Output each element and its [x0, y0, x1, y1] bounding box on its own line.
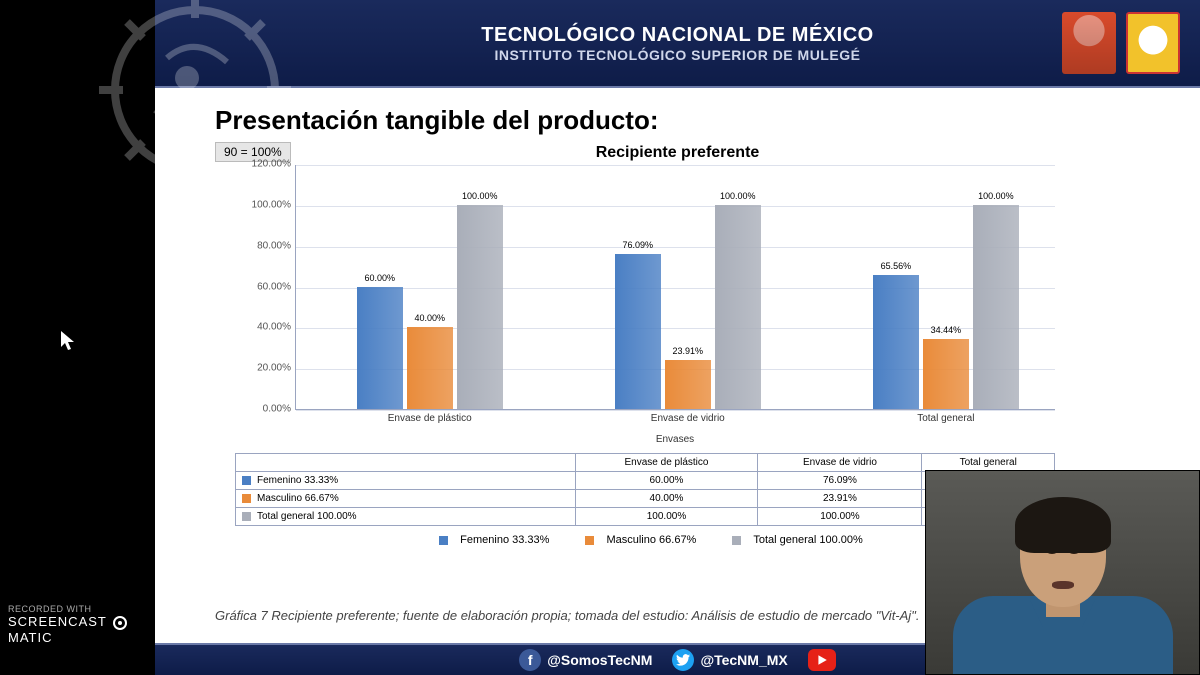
table-header-cell: Envase de vidrio — [758, 454, 922, 472]
table-cell: 100.00% — [575, 508, 758, 526]
header-logos — [1062, 12, 1180, 74]
chart-bar: 34.44% — [923, 339, 969, 409]
bar-value-label: 65.56% — [881, 261, 912, 271]
chart-bar: 76.09% — [615, 254, 661, 409]
category-label: Envase de vidrio — [615, 413, 761, 424]
table-row-label: Total general 100.00% — [236, 508, 576, 526]
chart-bar: 100.00% — [457, 205, 503, 409]
x-axis-title: Envases — [295, 434, 1055, 445]
slide-header: TECNOLÓGICO NACIONAL DE MÉXICO INSTITUTO… — [155, 0, 1200, 88]
presenter-webcam — [925, 470, 1200, 675]
legend-item: Femenino 33.33% — [427, 534, 549, 546]
bar-value-label: 60.00% — [364, 273, 395, 283]
bar-value-label: 34.44% — [931, 325, 962, 335]
y-tick-label: 100.00% — [236, 199, 291, 210]
legend-swatch-icon — [732, 536, 741, 545]
table-cell: 60.00% — [575, 472, 758, 490]
campus-name: INSTITUTO TECNOLÓGICO SUPERIOR DE MULEGÉ — [481, 47, 873, 63]
series-swatch-icon — [242, 512, 251, 521]
logo-shield-1 — [1062, 12, 1116, 74]
chart-bar: 23.91% — [665, 360, 711, 409]
watermark-brand-b: MATIC — [8, 630, 52, 645]
institution-name: TECNOLÓGICO NACIONAL DE MÉXICO — [481, 24, 873, 47]
table-header-cell: Total general — [922, 454, 1055, 472]
chart-bar-group: 76.09%23.91%100.00%Envase de vidrio — [615, 205, 761, 409]
chart-bar: 65.56% — [873, 275, 919, 409]
chart-gridline — [296, 165, 1055, 166]
twitter-handle: @TecNM_MX — [672, 649, 787, 671]
record-dot-icon — [113, 616, 127, 630]
bar-value-label: 76.09% — [623, 240, 654, 250]
table-row-label: Femenino 33.33% — [236, 472, 576, 490]
facebook-icon: f — [519, 649, 541, 671]
table-cell: 23.91% — [758, 490, 922, 508]
chart-bar: 40.00% — [407, 327, 453, 409]
mouse-cursor-icon — [60, 330, 78, 357]
chart-bar: 100.00% — [973, 205, 1019, 409]
table-header-cell — [236, 454, 576, 472]
bar-value-label: 40.00% — [414, 313, 445, 323]
bar-value-label: 100.00% — [978, 191, 1014, 201]
series-swatch-icon — [242, 476, 251, 485]
table-cell: 100.00% — [758, 508, 922, 526]
youtube-handle — [808, 649, 836, 671]
category-label: Total general — [873, 413, 1019, 424]
chart-bar: 100.00% — [715, 205, 761, 409]
table-row-label: Masculino 66.67% — [236, 490, 576, 508]
table-cell: 40.00% — [575, 490, 758, 508]
legend-swatch-icon — [439, 536, 448, 545]
logo-shield-2 — [1126, 12, 1180, 74]
chart-title: Recipiente preferente — [175, 144, 1180, 162]
legend-item: Total general 100.00% — [720, 534, 862, 546]
watermark-line1: RECORDED WITH — [8, 604, 155, 614]
section-title: Presentación tangible del producto: — [215, 105, 1180, 136]
watermark-brand-a: SCREENCAST — [8, 614, 107, 629]
chart-gridline — [296, 410, 1055, 411]
facebook-handle: f @SomosTecNM — [519, 649, 652, 671]
legend-swatch-icon — [585, 536, 594, 545]
chart-bar-group: 60.00%40.00%100.00%Envase de plástico — [357, 205, 503, 409]
series-swatch-icon — [242, 494, 251, 503]
category-label: Envase de plástico — [357, 413, 503, 424]
bar-value-label: 23.91% — [673, 346, 704, 356]
legend-item: Masculino 66.67% — [573, 534, 696, 546]
recorder-watermark: RECORDED WITH SCREENCAST MATIC — [8, 604, 155, 645]
twitter-text: @TecNM_MX — [700, 652, 787, 668]
chart-bar: 60.00% — [357, 287, 403, 410]
bar-value-label: 100.00% — [462, 191, 498, 201]
youtube-icon — [808, 649, 836, 671]
y-tick-label: 60.00% — [236, 281, 291, 292]
chart-plot: 0.00%20.00%40.00%60.00%80.00%100.00%120.… — [295, 165, 1055, 410]
twitter-icon — [672, 649, 694, 671]
y-tick-label: 20.00% — [236, 363, 291, 374]
table-cell: 76.09% — [758, 472, 922, 490]
y-tick-label: 0.00% — [236, 404, 291, 415]
table-header-cell: Envase de plástico — [575, 454, 758, 472]
figure-caption: Gráfica 7 Recipiente preferente; fuente … — [215, 608, 919, 625]
y-tick-label: 40.00% — [236, 322, 291, 333]
bar-value-label: 100.00% — [720, 191, 756, 201]
facebook-text: @SomosTecNM — [547, 652, 652, 668]
chart-bar-group: 65.56%34.44%100.00%Total general — [873, 205, 1019, 409]
y-tick-label: 120.00% — [236, 159, 291, 170]
y-tick-label: 80.00% — [236, 240, 291, 251]
